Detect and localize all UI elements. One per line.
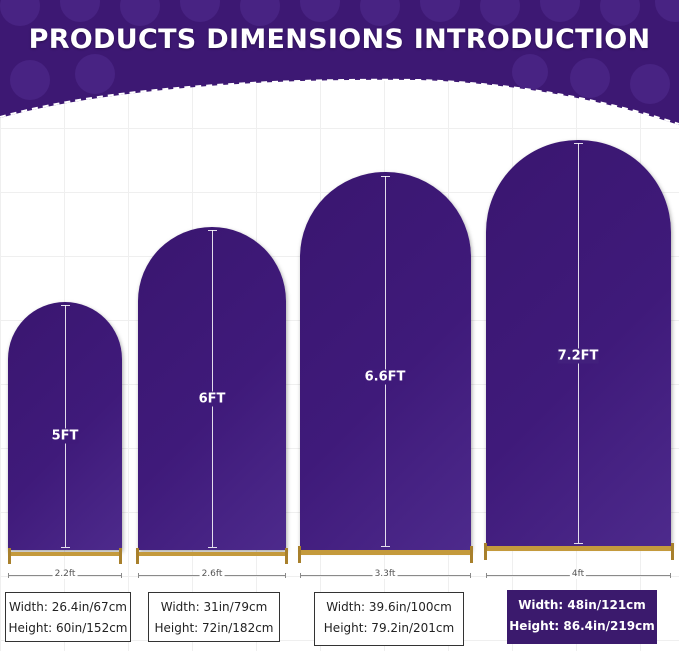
spec-height: Height: 86.4in/219cm [509, 619, 655, 633]
height-label: 6.6FT [364, 369, 406, 385]
page-title: PRODUCTS DIMENSIONS INTRODUCTION [28, 24, 651, 55]
height-label: 6FT [198, 391, 226, 407]
height-line [578, 143, 579, 543]
spec-width: Width: 31in/79cm [160, 600, 268, 614]
width-label: 3.3ft [372, 569, 398, 579]
spec-width: Width: 26.4in/67cm [9, 600, 127, 614]
header-banner: PRODUCTS DIMENSIONS INTRODUCTION [0, 0, 679, 130]
width-label: 2.2ft [52, 569, 78, 579]
spec-box-6ft: Width: 31in/79cm Height: 72in/182cm [148, 592, 280, 642]
spec-width: Width: 39.6in/100cm [326, 600, 452, 614]
gold-stand [136, 552, 288, 556]
gold-stand [298, 550, 473, 555]
width-label: 2.6ft [199, 569, 225, 579]
height-line [212, 230, 213, 547]
gold-stand [484, 546, 674, 551]
spec-box-7.2ft: Width: 48in/121cm Height: 86.4in/219cm [507, 590, 657, 644]
gold-stand [8, 552, 122, 556]
height-label: 5FT [51, 428, 79, 444]
banner-shape [0, 0, 679, 125]
height-label: 7.2FT [557, 348, 599, 364]
height-line [65, 305, 66, 547]
spec-box-6.6ft: Width: 39.6in/100cm Height: 79.2in/201cm [314, 592, 464, 646]
height-line [385, 176, 386, 546]
spec-box-5ft: Width: 26.4in/67cm Height: 60in/152cm [5, 592, 131, 642]
spec-height: Height: 79.2in/201cm [323, 621, 455, 635]
width-label: 4ft [569, 569, 587, 579]
spec-height: Height: 60in/152cm [8, 621, 128, 635]
spec-width: Width: 48in/121cm [518, 598, 646, 612]
spec-height: Height: 72in/182cm [154, 621, 274, 635]
